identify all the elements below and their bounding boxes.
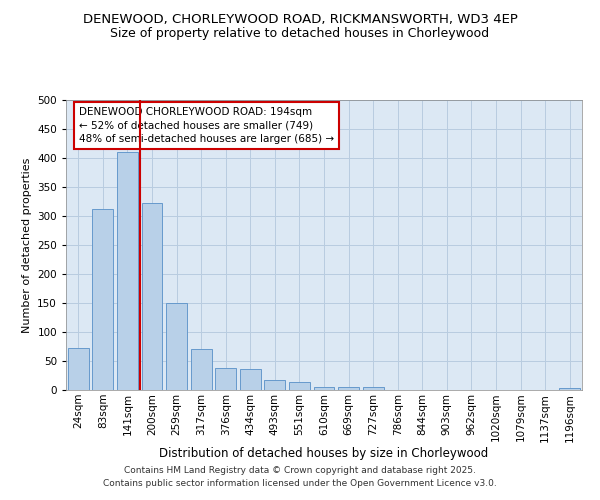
Bar — [362, 386, 383, 390]
Bar — [559, 388, 580, 390]
Text: Size of property relative to detached houses in Chorleywood: Size of property relative to detached ho… — [110, 28, 490, 40]
Bar — [191, 350, 212, 390]
Bar — [92, 209, 113, 390]
Y-axis label: Number of detached properties: Number of detached properties — [22, 158, 32, 332]
Bar — [338, 387, 359, 390]
Bar — [166, 303, 187, 390]
Bar — [117, 152, 138, 390]
Bar — [142, 203, 163, 390]
Bar — [289, 382, 310, 390]
Bar — [240, 369, 261, 390]
Bar — [215, 368, 236, 390]
Bar — [314, 386, 334, 390]
Bar — [265, 380, 286, 390]
Text: DENEWOOD, CHORLEYWOOD ROAD, RICKMANSWORTH, WD3 4EP: DENEWOOD, CHORLEYWOOD ROAD, RICKMANSWORT… — [83, 12, 517, 26]
Text: DENEWOOD CHORLEYWOOD ROAD: 194sqm
← 52% of detached houses are smaller (749)
48%: DENEWOOD CHORLEYWOOD ROAD: 194sqm ← 52% … — [79, 108, 334, 144]
X-axis label: Distribution of detached houses by size in Chorleywood: Distribution of detached houses by size … — [160, 447, 488, 460]
Text: Contains HM Land Registry data © Crown copyright and database right 2025.
Contai: Contains HM Land Registry data © Crown c… — [103, 466, 497, 487]
Bar — [68, 348, 89, 390]
